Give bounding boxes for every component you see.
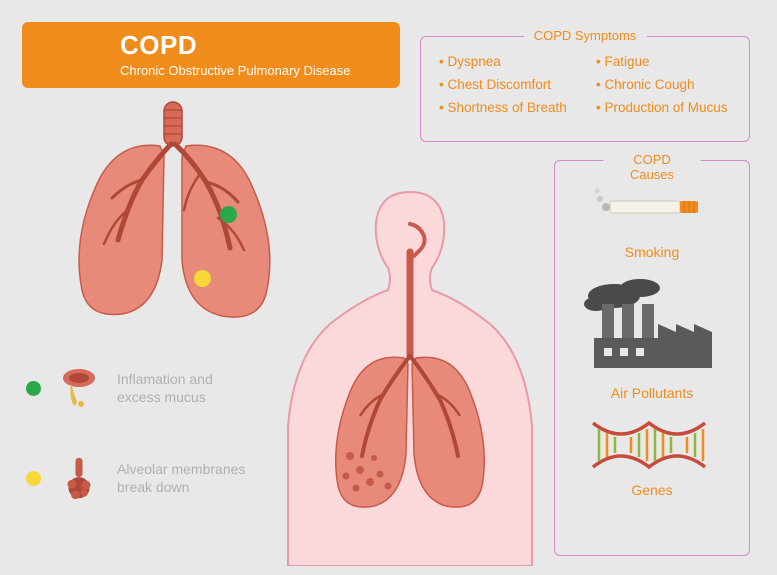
symptom-item: Chest Discomfort — [439, 74, 578, 97]
legend-dot-green — [26, 381, 41, 396]
symptom-item: Dyspnea — [439, 51, 578, 74]
cause-genes: Genes — [555, 417, 749, 498]
cause-pollutants: Air Pollutants — [555, 276, 749, 401]
causes-label: COPD Causes — [604, 152, 701, 182]
symptom-item: Chronic Cough — [596, 74, 735, 97]
page-subtitle: Chronic Obstructive Pulmonary Disease — [120, 63, 400, 78]
symptom-item: Shortness of Breath — [439, 97, 578, 120]
symptom-item: Production of Mucus — [596, 97, 735, 120]
cigarette-icon — [592, 179, 712, 235]
symptoms-label: COPD Symptoms — [524, 28, 647, 43]
cause-label: Genes — [555, 482, 749, 498]
page-title: COPD — [120, 30, 400, 61]
causes-panel: COPD Causes Smoking Air Pollutants — [554, 160, 750, 556]
cause-smoking: Smoking — [555, 179, 749, 260]
lung-marker-yellow — [194, 270, 211, 287]
symptom-item: Fatigue — [596, 51, 735, 74]
legend-dot-yellow — [26, 471, 41, 486]
legend-inflammation: Inflamation and excess mucus — [26, 366, 247, 410]
lungs-diagram — [56, 100, 286, 310]
torso-diagram — [280, 186, 540, 566]
cause-label: Smoking — [555, 244, 749, 260]
symptoms-panel: COPD Symptoms Dyspnea Chest Discomfort S… — [420, 36, 750, 142]
cause-label: Air Pollutants — [555, 385, 749, 401]
lung-marker-green — [220, 206, 237, 223]
legend-text: Alveolar membranes break down — [117, 460, 247, 496]
alveolar-icon — [61, 456, 97, 500]
legend-text: Inflamation and excess mucus — [117, 370, 247, 406]
symptoms-col-1: Dyspnea Chest Discomfort Shortness of Br… — [439, 51, 578, 120]
legend-alveolar: Alveolar membranes break down — [26, 456, 247, 500]
header-banner: COPD Chronic Obstructive Pulmonary Disea… — [22, 22, 400, 88]
mucus-icon — [61, 366, 97, 410]
symptoms-col-2: Fatigue Chronic Cough Production of Mucu… — [596, 51, 735, 120]
dna-icon — [587, 417, 717, 473]
factory-icon — [582, 276, 722, 376]
